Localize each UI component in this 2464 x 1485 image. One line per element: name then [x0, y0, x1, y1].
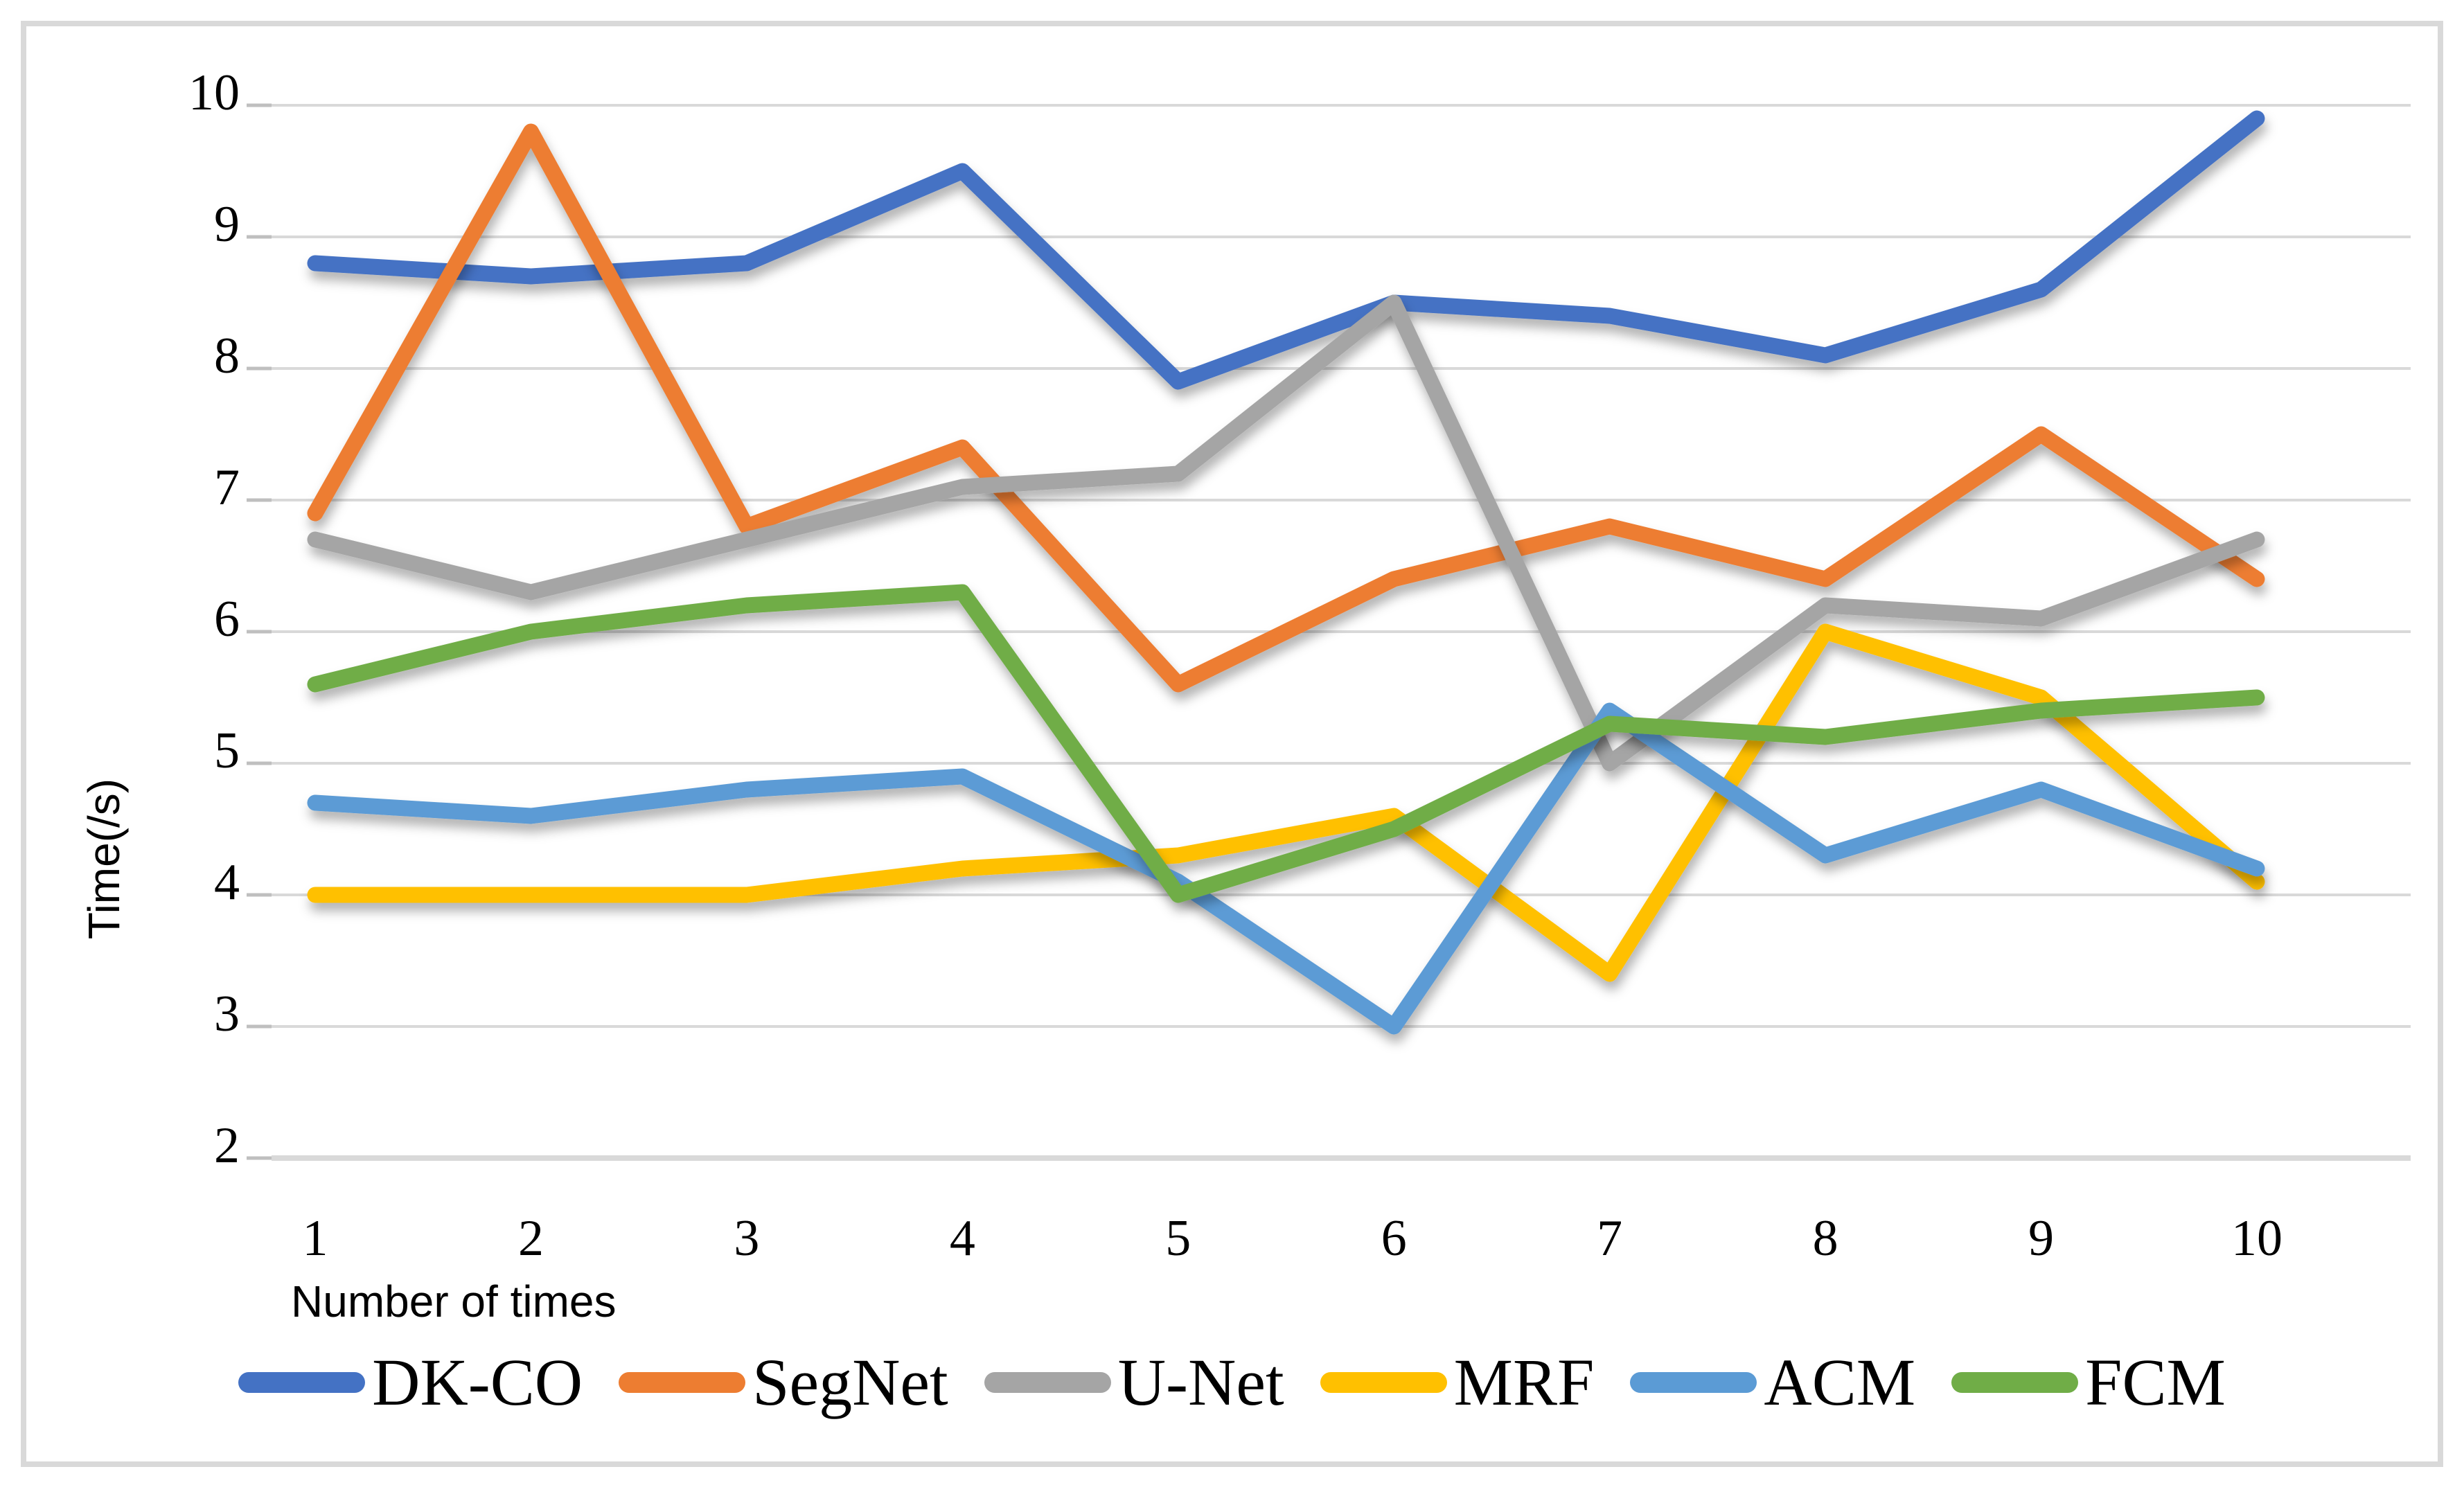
y-tick-label: 2	[214, 1117, 240, 1174]
series-lines-group	[307, 110, 2265, 1035]
x-tick-label: 6	[1381, 1210, 1407, 1267]
x-tick-label: 5	[1165, 1210, 1191, 1267]
legend-label-segnet: SegNet	[752, 1345, 948, 1419]
gridlines-group	[272, 104, 2411, 1161]
legend-label-dk-co: DK-CO	[372, 1345, 583, 1419]
x-tick-label: 9	[2028, 1210, 2054, 1267]
legend-label-acm: ACM	[1764, 1345, 1916, 1419]
chart-legend: DK-CO SegNet U-Net MRF ACM FCM	[0, 1349, 2464, 1416]
series-line-acm	[307, 702, 2265, 1035]
y-tick-label: 6	[214, 591, 240, 648]
y-tick-label: 7	[214, 459, 240, 516]
y-tick-label: 8	[214, 328, 240, 384]
y-tick-label: 9	[214, 196, 240, 253]
y-tick-label: 3	[214, 986, 240, 1042]
series-line-u-net	[307, 294, 2265, 772]
legend-swatch-segnet	[619, 1372, 746, 1393]
legend-swatch-acm	[1630, 1372, 1757, 1393]
y-tick-label: 4	[214, 854, 240, 911]
y-axis-title: Time(/s)	[79, 778, 129, 940]
legend-label-fcm: FCM	[2085, 1345, 2226, 1419]
y-tick-label: 5	[214, 722, 240, 779]
x-tick-label: 3	[734, 1210, 759, 1267]
chart-border-frame	[21, 21, 2443, 1467]
legend-swatch-u-net	[984, 1372, 1111, 1393]
legend-item-mrf: MRF	[1320, 1345, 1595, 1419]
x-tick-label: 4	[950, 1210, 975, 1267]
x-tick-label: 8	[1813, 1210, 1838, 1267]
x-tick-label: 7	[1597, 1210, 1622, 1267]
x-axis-title: Number of times	[291, 1277, 617, 1326]
legend-item-acm: ACM	[1630, 1349, 1915, 1416]
legend-item-fcm: FCM	[1951, 1349, 2226, 1416]
legend-label-mrf: MRF	[1453, 1345, 1595, 1419]
legend-swatch-fcm	[1951, 1372, 2079, 1393]
series-line-dk-co	[307, 110, 2265, 390]
y-axis-ticks-group	[247, 103, 272, 1160]
legend-swatch-dk-co	[238, 1372, 366, 1393]
x-tick-label: 2	[518, 1210, 544, 1267]
legend-item-dk-co: DK-CO	[238, 1349, 583, 1416]
series-line-segnet	[307, 123, 2265, 693]
legend-item-segnet: SegNet	[619, 1349, 948, 1416]
series-line-mrf	[307, 623, 2265, 982]
x-tick-label: 1	[303, 1210, 328, 1267]
x-axis-labels-group: 1 2 3 4 5 6 7 8 9 10	[303, 1210, 2283, 1267]
legend-label-u-net: U-Net	[1117, 1345, 1284, 1419]
legend-item-u-net: U-Net	[984, 1349, 1284, 1416]
legend-swatch-mrf	[1320, 1372, 1447, 1393]
y-axis-labels-group: 2 3 4 5 6 7 8 9 10	[188, 64, 240, 1174]
series-line-fcm	[307, 584, 2265, 903]
y-tick-label: 10	[188, 64, 240, 121]
x-tick-label: 10	[2231, 1210, 2283, 1267]
